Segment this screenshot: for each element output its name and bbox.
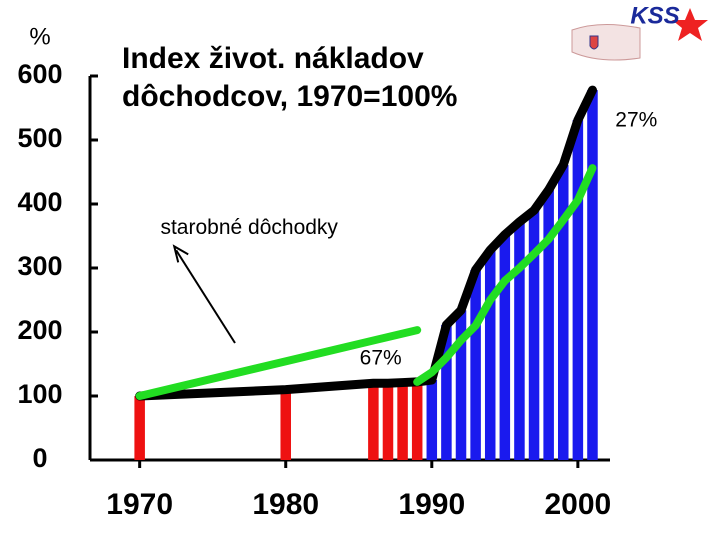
bar [426, 380, 438, 460]
logo-text: KSS [630, 2, 679, 29]
bar [397, 382, 408, 460]
x-tick-label: 1970 [106, 488, 173, 521]
index-line [135, 85, 597, 401]
bar [572, 120, 584, 460]
y-tick-label: 500 [17, 123, 62, 153]
y-tick-label: 0 [32, 443, 47, 473]
y-tick-label: 600 [17, 59, 62, 89]
pension-line [413, 164, 597, 386]
x-tick-label: 2000 [544, 488, 611, 521]
bar [411, 381, 423, 460]
y-tick-label: 200 [17, 315, 62, 345]
y-tick-label: 300 [17, 251, 62, 281]
annotation: 27% [615, 108, 657, 131]
bar [280, 389, 291, 460]
bar [499, 234, 511, 460]
chart-title: Index život. nákladov [122, 42, 424, 75]
y-tick-label: 400 [17, 187, 62, 217]
bar [382, 383, 394, 460]
bar [470, 269, 481, 460]
chart-title: dôchodcov, 1970=100% [122, 80, 457, 113]
arrow [175, 249, 236, 344]
bar [558, 164, 569, 460]
bar [441, 324, 452, 460]
bar [587, 90, 598, 460]
arrow-head [172, 244, 189, 263]
pension-line [135, 326, 422, 400]
bar [514, 221, 525, 460]
bar [368, 383, 379, 460]
x-tick-label: 1990 [398, 488, 465, 521]
bar [528, 210, 540, 460]
y-unit: % [29, 23, 50, 50]
bar [543, 189, 554, 461]
bar [484, 250, 496, 460]
bar [455, 310, 467, 460]
y-tick-label: 100 [17, 379, 62, 409]
bar [134, 396, 145, 460]
annotation: starobné dôchodky [160, 216, 338, 239]
x-tick-label: 1980 [252, 488, 319, 521]
annotation: 67% [360, 346, 402, 369]
logo: KSS [571, 2, 708, 61]
